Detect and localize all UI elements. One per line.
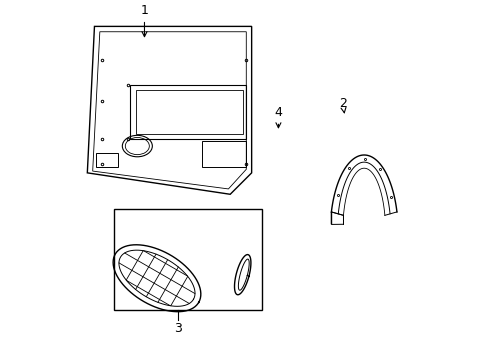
Text: 2: 2 [338,97,346,113]
Text: 4: 4 [274,105,282,128]
Text: 1: 1 [140,4,148,37]
Text: 3: 3 [174,322,182,335]
Bar [114,208,262,310]
